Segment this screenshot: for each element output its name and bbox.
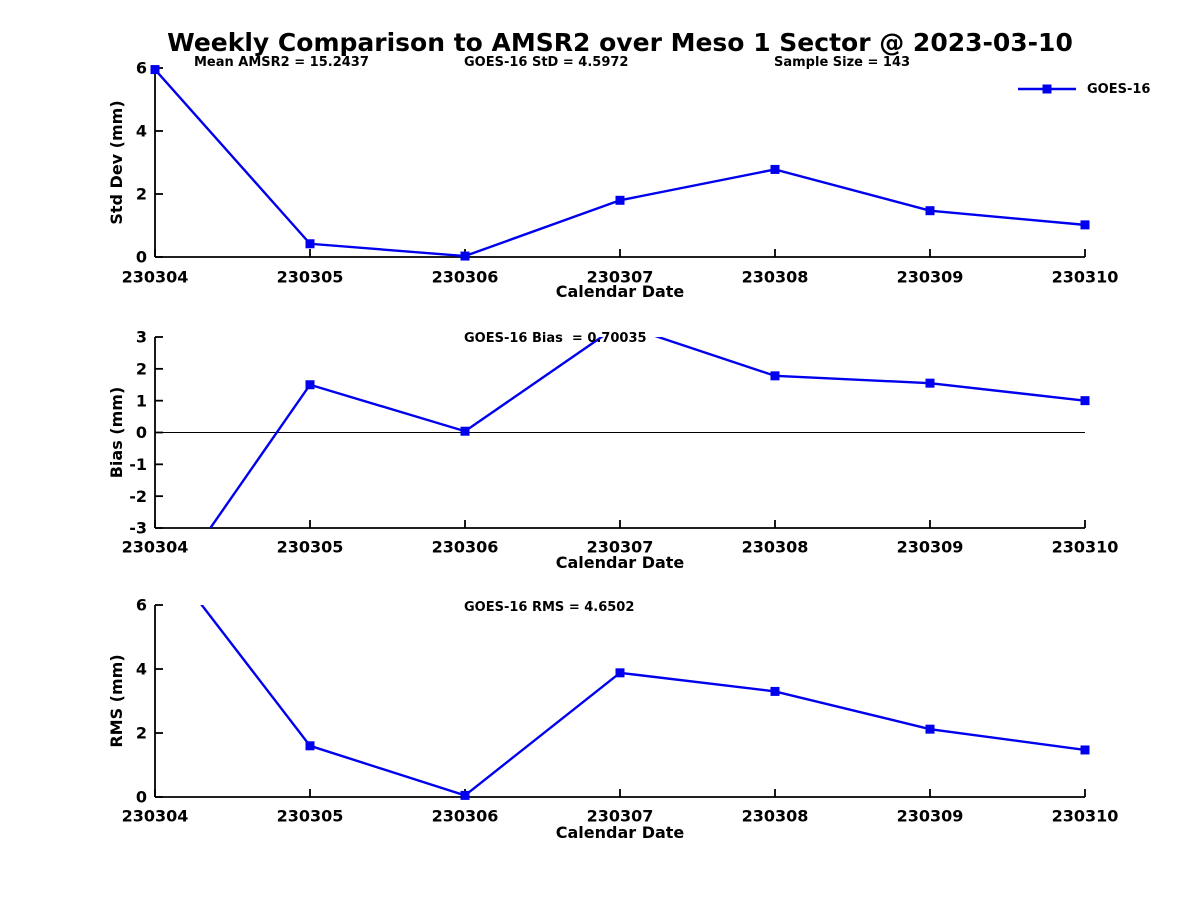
data-marker-square [1080,745,1090,755]
y-tick-label: 2 [136,724,147,743]
data-marker-square [770,164,780,174]
y-tick-label: 3 [136,328,147,347]
data-line-group [155,68,1085,257]
data-marker-square [770,686,780,696]
x-tick-label: 230308 [742,807,809,826]
annotation: Sample Size = 143 [774,55,911,70]
subplot-bias: 230304 230305 230306 230307 230308 230309 2303… [107,328,1119,572]
x-tick-label: 230309 [897,807,964,826]
data-marker-square [460,790,470,800]
x-tick-label: 230306 [432,268,499,287]
y-tick-label: 0 [136,248,147,267]
y-tick-label: -3 [129,519,147,538]
x-tick-label: 230304 [122,807,189,826]
x-tick-label: 230310 [1052,807,1119,826]
data-marker-square [925,378,935,388]
y-axis-label: RMS (mm) [107,654,126,747]
data-marker-square [615,668,625,678]
x-tick-label: 230304 [122,268,189,287]
data-marker-square [770,371,780,381]
data-marker-square [615,195,625,205]
y-tick-label: 4 [136,660,147,679]
data-marker-square [460,251,470,261]
data-marker-square [1080,396,1090,406]
x-tick-label: 230310 [1052,538,1119,557]
x-tick-label: 230307 [587,538,654,557]
data-marker-square [305,239,315,249]
x-tick-label: 230308 [742,268,809,287]
x-tick-label: 230309 [897,268,964,287]
x-axis-label: Calendar Date [556,282,685,301]
legend-label: GOES-16 [1087,81,1151,97]
x-tick-label: 230310 [1052,268,1119,287]
x-tick-label: 230306 [432,807,499,826]
y-tick-label: 0 [136,788,147,807]
x-tick-label: 230305 [277,538,344,557]
annotation: Mean AMSR2 = 15.2437 [194,55,369,70]
x-axis-label: Calendar Date [556,823,685,842]
subplot-rms: 230304 230305 230306 230307 230308 230309 2303… [107,596,1119,842]
x-tick-label: 230305 [277,807,344,826]
legend-marker-square [1042,84,1052,94]
y-tick-label: -2 [129,487,147,506]
annotation: GOES-16 StD = 4.5972 [464,55,629,70]
data-marker-square [305,741,315,751]
annotation: GOES-16 Bias = 0.70035 [464,331,647,346]
data-marker-square [460,426,470,436]
x-tick-label: 230306 [432,538,499,557]
x-tick-label: 230309 [897,538,964,557]
x-axis-label: Calendar Date [556,553,685,572]
x-tick-label: 230307 [587,807,654,826]
y-tick-label: -1 [129,455,147,474]
chart-title: Weekly Comparison to AMSR2 over Meso 1 S… [167,28,1073,57]
y-tick-label: 4 [136,122,147,141]
y-tick-label: 2 [136,359,147,378]
y-tick-label: 1 [136,391,147,410]
y-tick-label: 6 [136,596,147,615]
y-tick-label: 6 [136,59,147,78]
y-axis-label: Std Dev (mm) [107,100,126,224]
legend: GOES-16 [1016,80,1150,98]
x-tick-label: 230307 [587,268,654,287]
data-marker-square [925,724,935,734]
data-marker-square [150,65,160,75]
data-line [155,68,1085,257]
x-tick-label: 230308 [742,538,809,557]
legend-line-sample [1018,84,1076,94]
subplot-std-dev: 230304 230305 230306 230307 230308 230309 2303… [107,59,1118,301]
data-marker-square [1080,220,1090,230]
data-marker-square [305,380,315,390]
y-tick-label: 0 [136,423,147,442]
y-tick-label: 2 [136,185,147,204]
annotation: GOES-16 RMS = 4.6502 [464,600,635,615]
y-axis-label: Bias (mm) [107,387,126,479]
data-marker-square [925,206,935,216]
x-tick-label: 230304 [122,538,189,557]
x-tick-label: 230305 [277,268,344,287]
